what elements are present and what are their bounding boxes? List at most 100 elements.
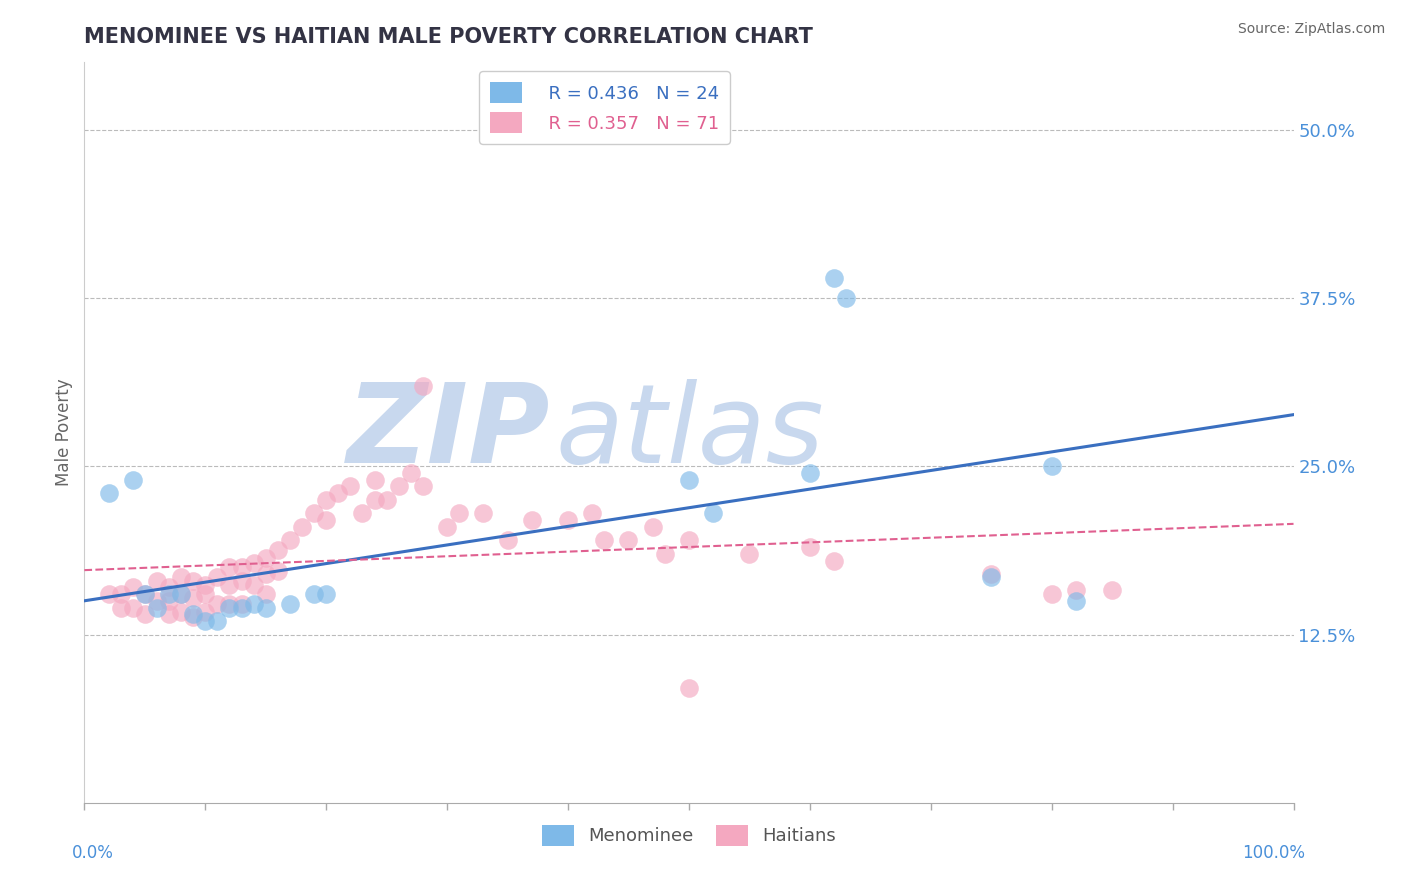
Point (375, 492, 398, 507)
Point (254, 550, 277, 565)
Point (254, 566, 277, 581)
Point (254, 600, 277, 615)
Point (97, 587, 120, 601)
Point (738, 547, 761, 561)
Point (436, 520, 458, 534)
Point (1064, 583, 1087, 598)
Point (1040, 459, 1063, 474)
Point (412, 378, 434, 392)
Text: 100.0%: 100.0% (1243, 844, 1306, 862)
Point (231, 597, 253, 611)
Point (980, 569, 1002, 583)
Point (110, 587, 132, 601)
Point (97, 486, 120, 500)
Point (496, 533, 519, 548)
Point (315, 587, 337, 601)
Point (267, 564, 290, 578)
Point (218, 600, 240, 615)
Point (181, 574, 204, 588)
Point (181, 610, 204, 624)
Point (231, 574, 253, 588)
Point (449, 507, 471, 521)
Y-axis label: Male Poverty: Male Poverty (55, 379, 73, 486)
Point (1101, 583, 1123, 598)
Point (157, 587, 180, 601)
Point (194, 614, 217, 628)
Point (134, 587, 156, 601)
Point (339, 479, 361, 493)
Point (388, 479, 411, 493)
Point (557, 513, 579, 527)
Point (170, 605, 193, 619)
Point (207, 569, 229, 583)
Text: atlas: atlas (555, 379, 824, 486)
Point (218, 597, 240, 611)
Point (799, 540, 821, 554)
Point (799, 466, 821, 480)
Point (315, 513, 337, 527)
Point (823, 553, 845, 567)
Point (412, 479, 434, 493)
Point (328, 486, 350, 500)
Point (835, 291, 858, 305)
Point (146, 600, 169, 615)
Point (302, 507, 325, 521)
Point (352, 507, 374, 521)
Point (231, 560, 253, 574)
Point (520, 513, 543, 527)
Point (218, 560, 240, 574)
Point (121, 581, 143, 595)
Text: Source: ZipAtlas.com: Source: ZipAtlas.com (1237, 22, 1385, 37)
Text: ZIP: ZIP (346, 379, 550, 486)
Point (134, 587, 156, 601)
Point (363, 473, 385, 487)
Legend: Menominee, Haitians: Menominee, Haitians (534, 818, 844, 853)
Point (641, 520, 664, 534)
Point (134, 607, 156, 622)
Point (194, 605, 217, 619)
Text: 0.0%: 0.0% (72, 844, 114, 862)
Point (702, 507, 724, 521)
Point (302, 587, 325, 601)
Point (1040, 587, 1063, 601)
Point (654, 547, 676, 561)
Point (207, 614, 229, 628)
Point (278, 533, 301, 548)
Point (678, 533, 700, 548)
Point (678, 681, 700, 696)
Point (157, 594, 180, 608)
Point (278, 597, 301, 611)
Point (291, 520, 314, 534)
Point (581, 507, 603, 521)
Point (242, 556, 264, 570)
Point (146, 574, 169, 588)
Point (170, 587, 193, 601)
Point (181, 591, 204, 606)
Point (823, 270, 845, 285)
Point (157, 607, 180, 622)
Point (678, 473, 700, 487)
Point (121, 600, 143, 615)
Point (170, 569, 193, 583)
Point (181, 607, 204, 622)
Point (121, 473, 143, 487)
Point (267, 542, 290, 557)
Point (207, 597, 229, 611)
Point (242, 597, 264, 611)
Text: MENOMINEE VS HAITIAN MALE POVERTY CORRELATION CHART: MENOMINEE VS HAITIAN MALE POVERTY CORREL… (84, 27, 813, 47)
Point (254, 587, 277, 601)
Point (399, 466, 422, 480)
Point (242, 578, 264, 592)
Point (194, 578, 217, 592)
Point (218, 578, 240, 592)
Point (110, 600, 132, 615)
Point (593, 533, 616, 548)
Point (315, 492, 337, 507)
Point (363, 492, 385, 507)
Point (231, 600, 253, 615)
Point (617, 533, 640, 548)
Point (146, 594, 169, 608)
Point (980, 566, 1002, 581)
Point (157, 581, 180, 595)
Point (170, 587, 193, 601)
